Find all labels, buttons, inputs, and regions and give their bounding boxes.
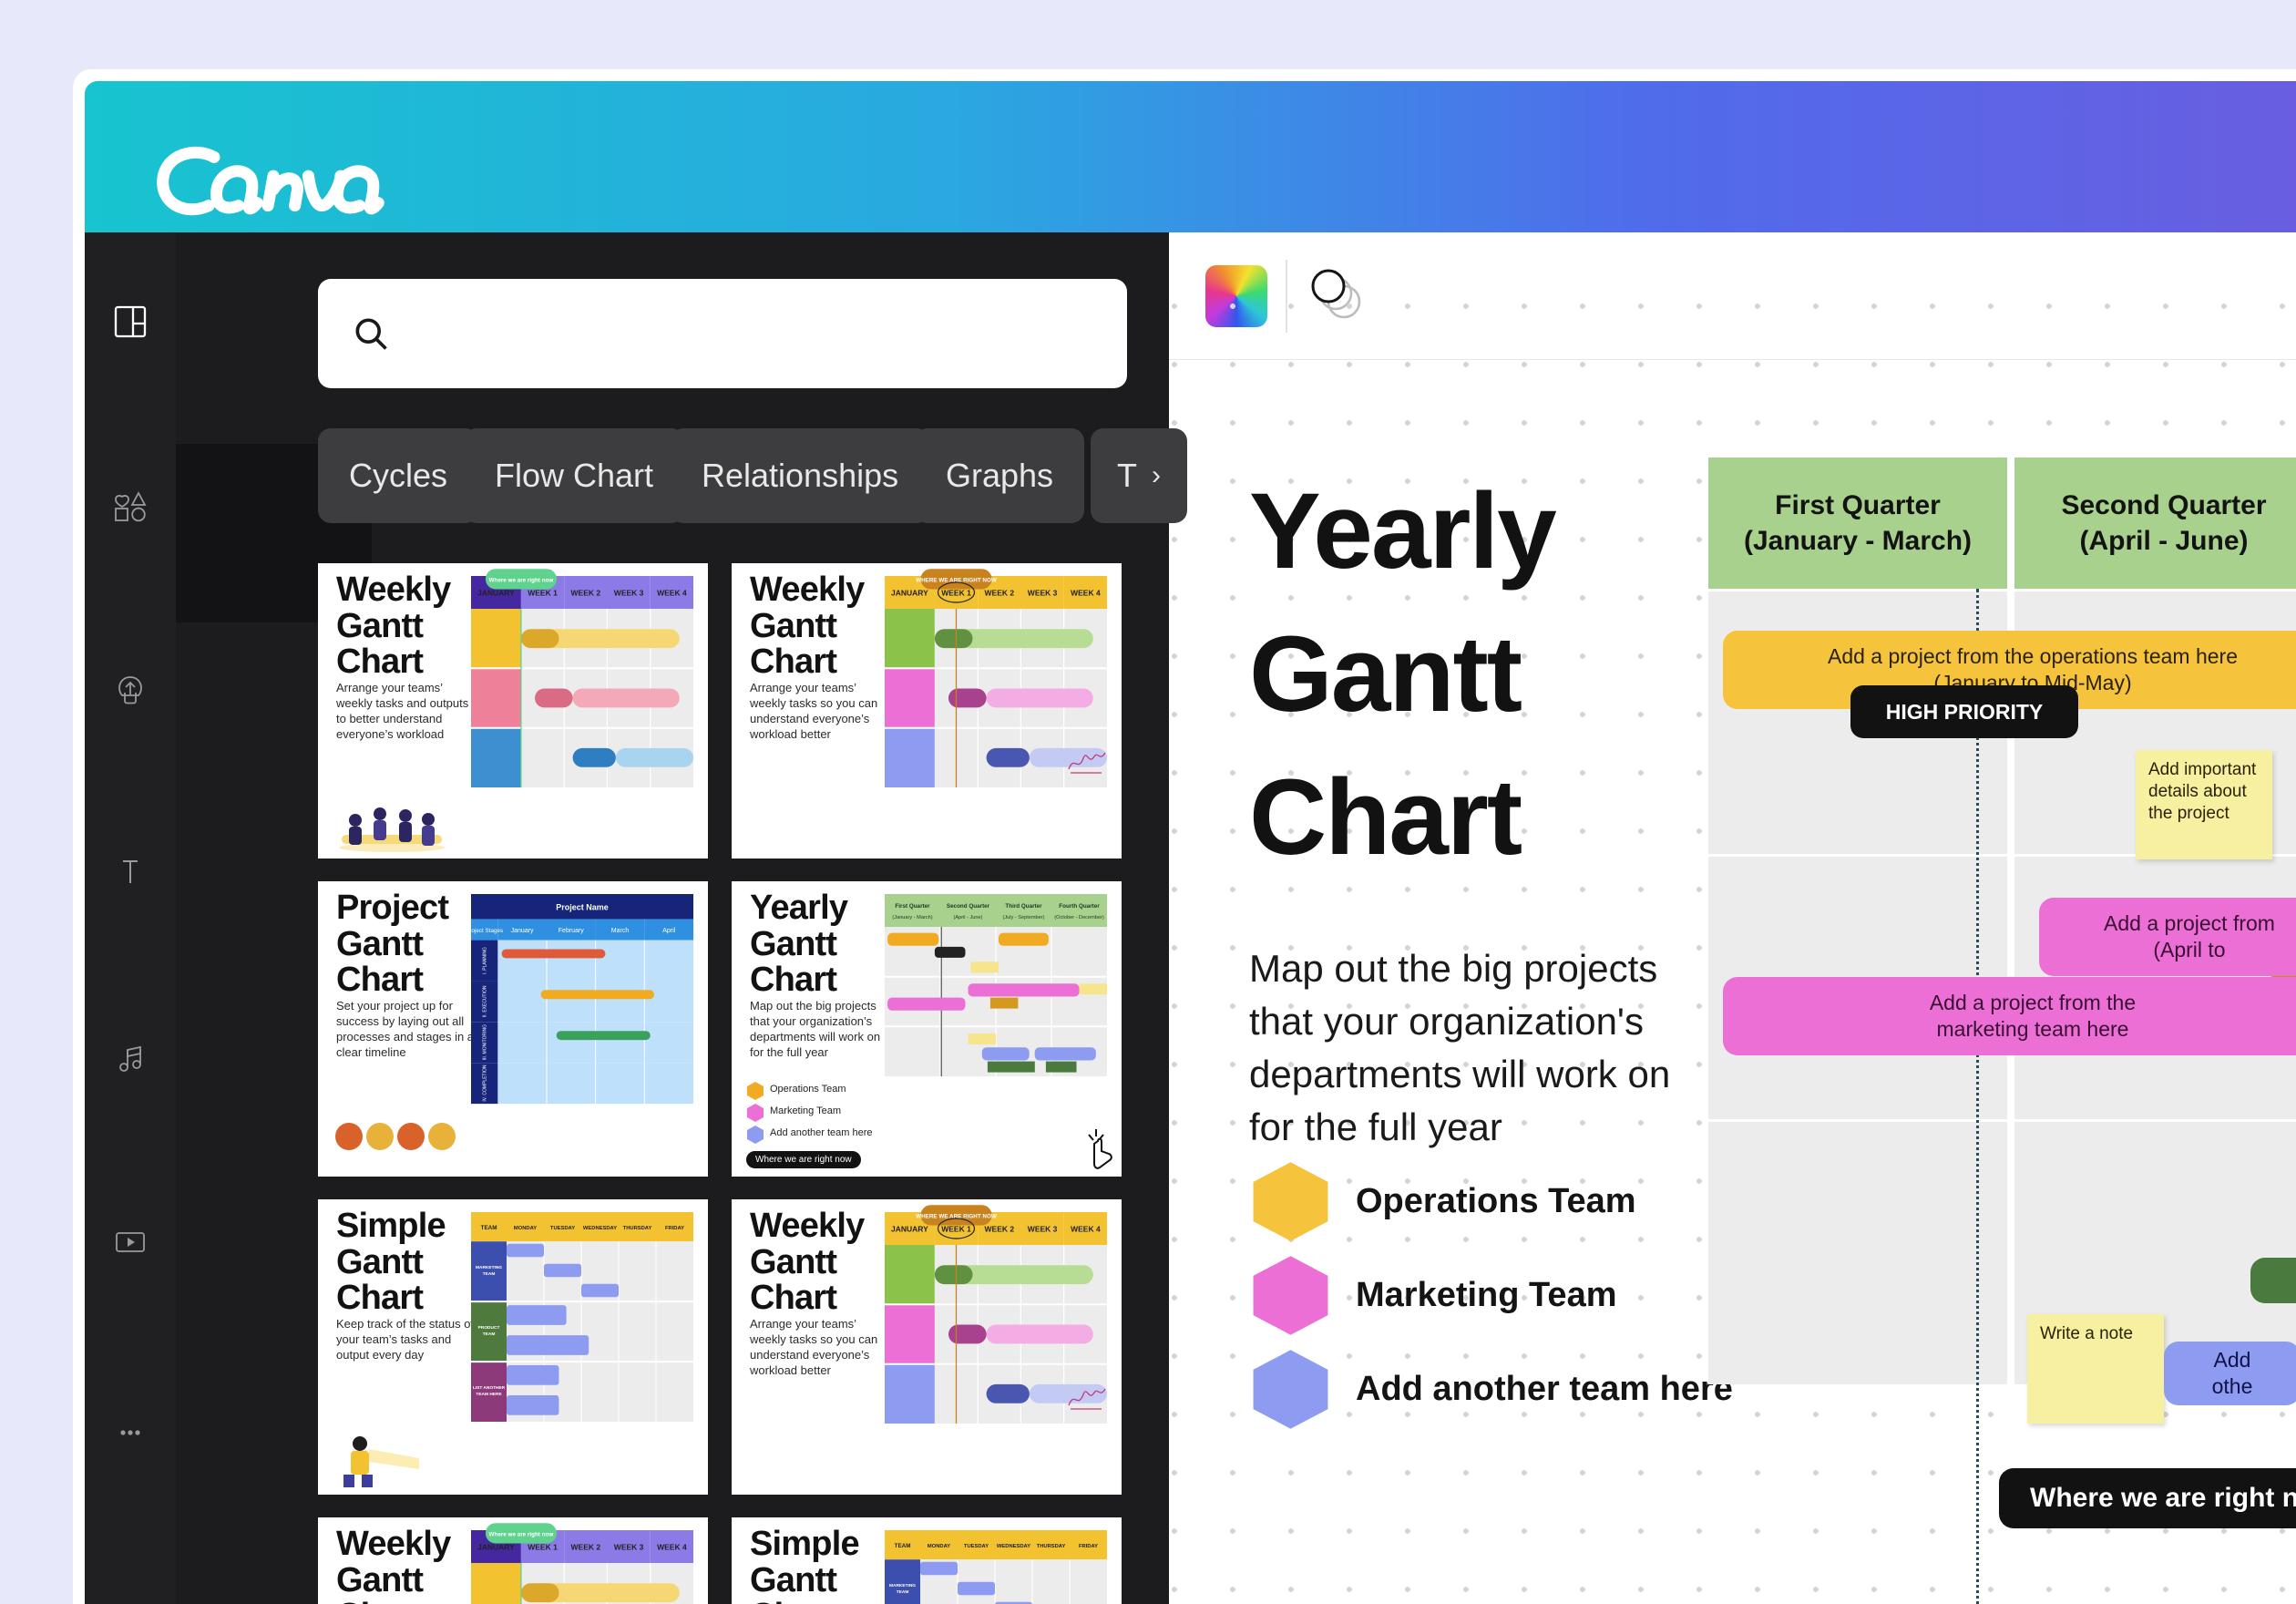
svg-text:TEAM: TEAM xyxy=(483,1271,496,1277)
svg-text:WEEK 4: WEEK 4 xyxy=(657,1543,687,1552)
svg-text:MONDAY: MONDAY xyxy=(928,1544,950,1549)
svg-text:JANUARY: JANUARY xyxy=(891,1225,928,1234)
svg-text:Where we are right now: Where we are right now xyxy=(489,1531,554,1537)
svg-text:MARKETING: MARKETING xyxy=(889,1583,916,1589)
svg-text:TEAM: TEAM xyxy=(897,1589,909,1595)
svg-text:TUESDAY: TUESDAY xyxy=(964,1544,989,1549)
svg-text:WEEK 1: WEEK 1 xyxy=(941,1225,971,1234)
svg-text:WEEK 3: WEEK 3 xyxy=(614,589,644,598)
svg-text:Project Name: Project Name xyxy=(556,902,609,911)
svg-text:WEEK 1: WEEK 1 xyxy=(528,1543,558,1552)
svg-text:WEEK 3: WEEK 3 xyxy=(1028,589,1058,598)
svg-text:Second Quarter: Second Quarter xyxy=(947,903,990,910)
svg-text:WEEK 2: WEEK 2 xyxy=(985,589,1015,598)
svg-text:TEAM: TEAM xyxy=(895,1543,911,1549)
svg-text:Where we are right now: Where we are right now xyxy=(489,577,554,583)
svg-text:WEEK 4: WEEK 4 xyxy=(1071,1225,1101,1234)
svg-text:MONDAY: MONDAY xyxy=(514,1226,537,1231)
svg-text:TEAM HERE: TEAM HERE xyxy=(476,1392,502,1397)
svg-text:III. MONITORING: III. MONITORING xyxy=(483,1024,488,1060)
svg-text:IV. COMPLETION: IV. COMPLETION xyxy=(483,1064,488,1101)
svg-text:WEEK 4: WEEK 4 xyxy=(1071,589,1101,598)
svg-text:WEEK 1: WEEK 1 xyxy=(528,589,558,598)
svg-text:Third Quarter: Third Quarter xyxy=(1005,903,1042,910)
svg-text:TEAM: TEAM xyxy=(481,1225,497,1231)
svg-text:(January - March): (January - March) xyxy=(892,915,932,920)
svg-text:THURSDAY: THURSDAY xyxy=(1037,1544,1066,1549)
svg-text:(July - September): (July - September) xyxy=(1002,915,1044,920)
svg-text:I. PLANNING: I. PLANNING xyxy=(483,947,488,974)
svg-text:WEEK 3: WEEK 3 xyxy=(614,1543,644,1552)
svg-text:JANUARY: JANUARY xyxy=(891,589,928,598)
svg-text:April: April xyxy=(662,928,675,934)
svg-text:FRIDAY: FRIDAY xyxy=(1079,1544,1098,1549)
svg-text:March: March xyxy=(611,928,630,934)
svg-text:TUESDAY: TUESDAY xyxy=(550,1226,575,1231)
svg-text:February: February xyxy=(559,928,585,934)
svg-text:LIST ANOTHER: LIST ANOTHER xyxy=(473,1385,506,1391)
svg-text:TEAM: TEAM xyxy=(483,1332,496,1337)
svg-text:WEEK 2: WEEK 2 xyxy=(985,1225,1015,1234)
svg-text:JANUARY: JANUARY xyxy=(477,589,515,598)
svg-text:FRIDAY: FRIDAY xyxy=(665,1226,684,1231)
svg-text:WEEK 4: WEEK 4 xyxy=(657,589,687,598)
svg-text:WEEK 1: WEEK 1 xyxy=(941,589,971,598)
svg-text:(April - June): (April - June) xyxy=(953,915,982,920)
svg-text:MARKETING: MARKETING xyxy=(476,1265,502,1270)
svg-text:WEDNESDAY: WEDNESDAY xyxy=(997,1544,1030,1549)
svg-text:Fourth Quarter: Fourth Quarter xyxy=(1059,903,1100,910)
svg-text:II. EXECUTION: II. EXECUTION xyxy=(483,985,488,1017)
svg-text:PRODUCT: PRODUCT xyxy=(478,1325,500,1331)
svg-text:WEEK 3: WEEK 3 xyxy=(1028,1225,1058,1234)
svg-text:WEEK 2: WEEK 2 xyxy=(571,589,601,598)
svg-text:(October - December): (October - December) xyxy=(1054,915,1104,920)
svg-text:WEEK 2: WEEK 2 xyxy=(571,1543,601,1552)
svg-text:THURSDAY: THURSDAY xyxy=(623,1226,652,1231)
svg-text:WEDNESDAY: WEDNESDAY xyxy=(583,1226,617,1231)
svg-text:JANUARY: JANUARY xyxy=(477,1543,515,1552)
svg-text:January: January xyxy=(511,928,534,934)
svg-text:First Quarter: First Quarter xyxy=(895,903,930,910)
